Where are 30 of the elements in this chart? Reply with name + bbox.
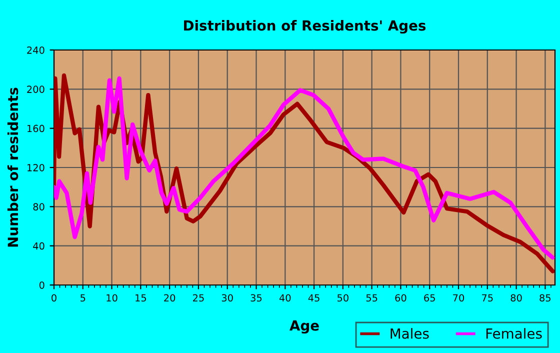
x-tick-label: 10 bbox=[106, 294, 118, 302]
chart-title: Distribution of Residents' Ages bbox=[184, 20, 426, 34]
x-tick-label: 55 bbox=[366, 294, 378, 302]
x-tick-label: 45 bbox=[308, 294, 320, 302]
x-tick-label: 60 bbox=[395, 294, 406, 302]
y-tick-label: 200 bbox=[27, 86, 44, 93]
y-tick-label: 160 bbox=[27, 124, 44, 132]
y-tick-label: 40 bbox=[33, 242, 44, 250]
x-tick-label: 80 bbox=[510, 294, 522, 302]
x-tick-label: 70 bbox=[453, 294, 464, 302]
legend-label: Females bbox=[486, 328, 542, 339]
y-tick-label: 120 bbox=[27, 164, 44, 172]
x-tick-label: 50 bbox=[337, 294, 348, 302]
x-tick-label: 75 bbox=[482, 294, 493, 302]
x-tick-label: 40 bbox=[279, 294, 291, 302]
x-tick-label: 25 bbox=[192, 294, 204, 302]
y-axis-title: Number of residents bbox=[7, 88, 18, 247]
x-axis-title: Age bbox=[290, 320, 319, 334]
x-tick-label: 35 bbox=[250, 294, 262, 302]
legend-label: Males bbox=[390, 328, 429, 339]
y-tick-label: 80 bbox=[33, 203, 44, 210]
y-tick-label: 0 bbox=[39, 281, 44, 289]
x-tick-label: 15 bbox=[136, 294, 146, 302]
x-tick-label: 65 bbox=[424, 294, 435, 302]
x-tick-label: 0 bbox=[52, 294, 56, 302]
x-tick-label: 85 bbox=[540, 294, 551, 302]
x-tick-label: 20 bbox=[164, 294, 176, 302]
x-tick-label: 30 bbox=[222, 294, 233, 302]
x-tick-label: 5 bbox=[80, 294, 86, 302]
y-tick-label: 240 bbox=[27, 46, 44, 54]
